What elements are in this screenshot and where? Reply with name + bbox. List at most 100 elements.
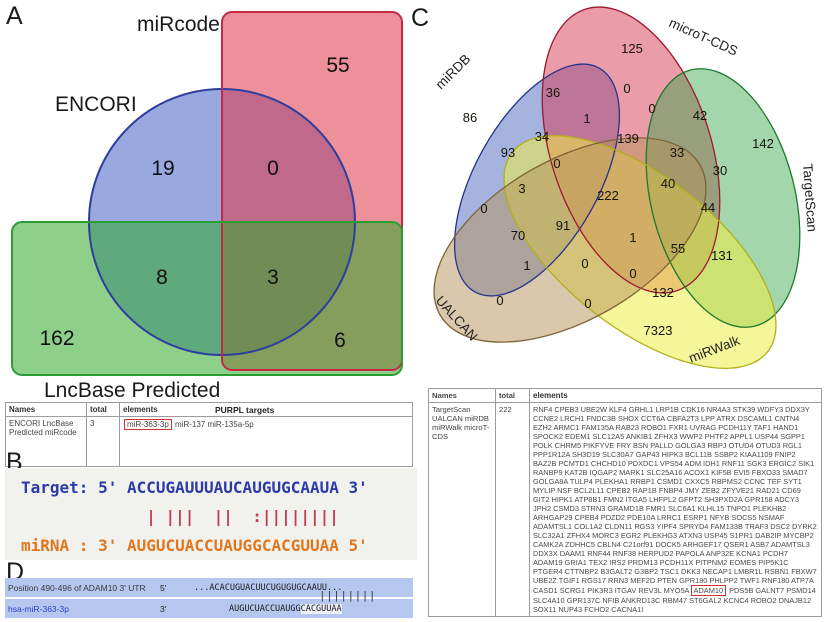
other-mirnas: miR-137 miR-135a-5p — [172, 420, 254, 429]
elements-header-text: elements — [123, 405, 158, 414]
panel-a-venn3: A miRcode ENCORI LncBase Predicted 55 19 0… — [0, 0, 405, 402]
venn-region-count: 19 — [151, 157, 174, 180]
venn-region-count: 0 — [629, 266, 636, 281]
col-header-elements: elements PURPL targets — [119, 402, 413, 417]
venn-region-count: 55 — [326, 54, 349, 77]
basepair-match-line: | ||| || :|||||||| — [21, 507, 339, 526]
venn-region-count: 0 — [648, 101, 655, 116]
panel-c-letter: C — [411, 4, 429, 32]
ualcan-set-shape — [434, 137, 706, 343]
venn-region-count: 42 — [693, 108, 707, 123]
lncbase-set-shape — [12, 222, 402, 375]
total-cell: 3 — [86, 416, 120, 467]
left-intersection-table: Names total elements PURPL targets ENCORI… — [5, 402, 413, 467]
mirdb-set-outline — [453, 63, 621, 297]
total-cell: 222 — [495, 402, 530, 617]
venn-region-count: 34 — [535, 129, 549, 144]
names-cell: TargetScan UALCAN miRDB miRWalk microT-C… — [428, 402, 496, 617]
highlighted-mirna: miR-363-3p — [124, 419, 172, 430]
utr-sequence: ...ACACUGUACUUCUGUGUGCAAUU... — [194, 582, 343, 593]
table-row: TargetScan UALCAN miRDB miRWalk microT-C… — [428, 402, 822, 617]
microt-set-outline — [541, 6, 721, 294]
right-intersection-table: Names total elements TargetScan UALCAN m… — [428, 388, 822, 617]
venn-region-count: 132 — [652, 285, 674, 300]
mirna-row: hsa-miR-363-3p 3' AUGUCUACCUAUGGCACGUUAA — [5, 599, 413, 618]
mirna-name-label: hsa-miR-363-3p — [8, 603, 69, 614]
venn-region-count: 162 — [39, 327, 74, 350]
venn5-svg: C miRDB microT-CDS TargetScan UALCAN miR… — [411, 4, 820, 369]
mircode-set-outline — [221, 11, 403, 371]
col-header-elements: elements — [529, 388, 822, 403]
venn-region-count: 0 — [623, 81, 630, 96]
gene-list-before: RNF4 CPEB3 UBE2W KLF4 GRHL1 LRP1B CDK16 … — [533, 405, 817, 595]
utr-row: Position 490-496 of ADAM10 3' UTR 5' ...… — [5, 578, 413, 597]
col-header-names: Names — [428, 388, 496, 403]
mirdb-label: miRDB — [433, 51, 474, 92]
venn-region-count: 86 — [463, 110, 477, 125]
venn-region-count: 36 — [546, 85, 560, 100]
mirna-seed-highlight: CACGUUAA — [300, 603, 342, 614]
encori-label: ENCORI — [55, 93, 137, 116]
mirna-sequence-line: miRNA : 3' AUGUCUACCUAUGGCACGUUAA 5' — [21, 536, 368, 555]
venn-region-count: 30 — [713, 163, 727, 178]
microt-label: microT-CDS — [667, 15, 740, 59]
lncbase-label: LncBase Predicted — [44, 379, 220, 400]
venn-region-count: 125 — [621, 41, 643, 56]
mircode-label: miRcode — [137, 13, 220, 36]
lncbase-set-outline — [11, 221, 403, 376]
col-header-total: total — [86, 402, 120, 417]
mirna-seq-prefix: AUGUCUACCUAUGG — [229, 603, 301, 614]
venn-region-count: 70 — [511, 228, 525, 243]
venn-region-count: 0 — [480, 201, 487, 216]
venn-region-count: 0 — [267, 157, 279, 180]
venn-region-count: 44 — [701, 200, 715, 215]
venn-region-count: 1 — [583, 111, 590, 126]
venn-region-count: 142 — [752, 136, 774, 151]
panel-c-venn5: C miRDB microT-CDS TargetScan UALCAN miR… — [405, 0, 825, 390]
utr-5prime-mark: 5' — [160, 582, 167, 593]
col-header-total: total — [495, 388, 530, 403]
venn-region-count: 131 — [711, 248, 733, 263]
venn-region-count: 1 — [523, 258, 530, 273]
venn-region-count: 1 — [629, 230, 636, 245]
venn-region-count: 91 — [556, 218, 570, 233]
venn-region-count: 33 — [670, 145, 684, 160]
venn-region-count: 0 — [581, 256, 588, 271]
targetscan-label: TargetScan — [800, 163, 820, 232]
panel-d-site-table: Position 490-496 of ADAM10 3' UTR 5' ...… — [5, 578, 413, 618]
mirna-sequence: AUGUCUACCUAUGGCACGUUAA — [229, 603, 342, 614]
venn-region-count: 93 — [501, 145, 515, 160]
venn-region-count: 0 — [584, 296, 591, 311]
venn-region-count: 222 — [597, 188, 619, 203]
elements-cell: miR-363-3p miR-137 miR-135a-5p — [119, 416, 413, 467]
table-header-row: Names total elements — [428, 388, 822, 403]
mirna-3prime-mark: 3' — [160, 603, 167, 614]
names-cell: ENCORI LncBase Predicted miRcode — [5, 416, 87, 467]
venn-region-count: 40 — [661, 176, 675, 191]
venn3-svg: A miRcode ENCORI LncBase Predicted 55 19 0… — [6, 2, 403, 402]
purpl-targets-caption: PURPL targets — [215, 405, 275, 415]
venn-region-count: 3 — [518, 181, 525, 196]
highlighted-gene: ADAM10 — [690, 585, 727, 596]
table-header-row: Names total elements PURPL targets — [5, 402, 413, 417]
venn-region-count: 8 — [156, 266, 168, 289]
utr-position-label: Position 490-496 of ADAM10 3' UTR — [8, 582, 146, 593]
target-sequence-line: Target: 5' ACCUGAUUUAUCAUGUGCAAUA 3' — [21, 478, 368, 497]
targetscan-set-outline — [645, 68, 801, 328]
gene-list-after: PDS5B GALNT7 PSMD14 SLC4A10 GPR137C NFIB… — [533, 586, 816, 614]
seed-match-bars: |||||||| — [319, 589, 376, 602]
col-header-names: Names — [5, 402, 87, 417]
venn-region-count: 0 — [553, 156, 560, 171]
mirwalk-set-outline — [503, 135, 777, 369]
venn-region-count: 55 — [671, 241, 685, 256]
panel-b-alignment-box: Target: 5' ACCUGAUUUAUCAUGUGCAAUA 3' | |… — [5, 468, 417, 560]
ualcan-set-outline — [433, 137, 707, 343]
panel-a-letter: A — [6, 2, 23, 30]
venn-region-count: 7323 — [644, 323, 673, 338]
venn-region-count: 3 — [267, 266, 279, 289]
venn-region-count: 6 — [334, 329, 346, 352]
venn-region-count: 139 — [617, 131, 639, 146]
table-row: ENCORI LncBase Predicted miRcode 3 miR-3… — [5, 416, 413, 467]
elements-cell: RNF4 CPEB3 UBE2W KLF4 GRHL1 LRP1B CDK16 … — [529, 402, 822, 617]
